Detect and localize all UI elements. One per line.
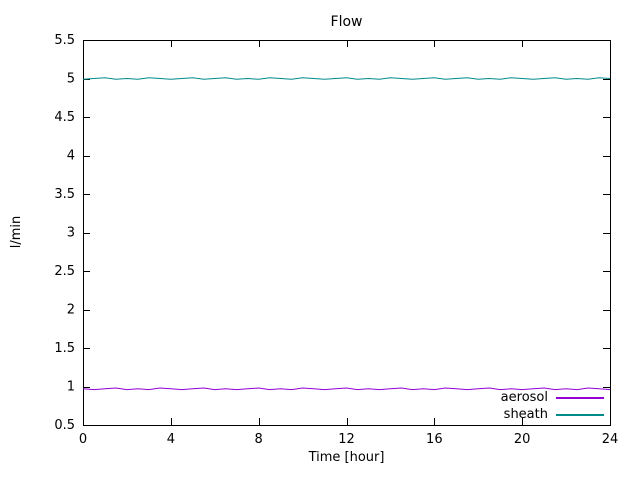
plot-border bbox=[83, 40, 611, 426]
x-tick-label: 8 bbox=[255, 432, 263, 447]
legend-label-sheath: sheath bbox=[503, 407, 548, 422]
y-tick-label: 3.5 bbox=[54, 187, 75, 202]
y-tick-label: 4 bbox=[67, 149, 75, 164]
aerosol-line-sample bbox=[556, 396, 604, 399]
chart-title: Flow bbox=[330, 14, 363, 30]
sheath-line bbox=[82, 77, 611, 80]
x-tick-label: 12 bbox=[338, 432, 355, 447]
x-tick-label: 4 bbox=[167, 432, 175, 447]
x-axis-label: Time [hour] bbox=[308, 450, 385, 465]
x-tick-label: 20 bbox=[514, 432, 531, 447]
y-tick-label: 2 bbox=[67, 303, 75, 318]
x-tick-label: 24 bbox=[602, 432, 619, 447]
x-tick-label: 16 bbox=[426, 432, 443, 447]
y-tick-label: 4.5 bbox=[54, 110, 75, 125]
y-tick-label: 1.5 bbox=[54, 341, 75, 356]
aerosol-line bbox=[82, 387, 611, 391]
y-tick-label: 0.5 bbox=[54, 418, 75, 433]
y-tick-label: 5.5 bbox=[54, 33, 75, 48]
legend: aerosol sheath bbox=[468, 389, 604, 423]
y-tick-label: 1 bbox=[67, 380, 75, 395]
x-tick-label: 0 bbox=[79, 432, 87, 447]
sheath-line-sample bbox=[556, 413, 604, 416]
legend-item-aerosol: aerosol bbox=[468, 389, 604, 406]
y-axis-label: l/min bbox=[9, 215, 24, 249]
legend-label-aerosol: aerosol bbox=[500, 390, 548, 405]
legend-item-sheath: sheath bbox=[468, 406, 604, 423]
y-tick-label: 3 bbox=[67, 226, 75, 241]
y-tick-label: 5 bbox=[67, 72, 75, 87]
y-tick-label: 2.5 bbox=[54, 264, 75, 279]
